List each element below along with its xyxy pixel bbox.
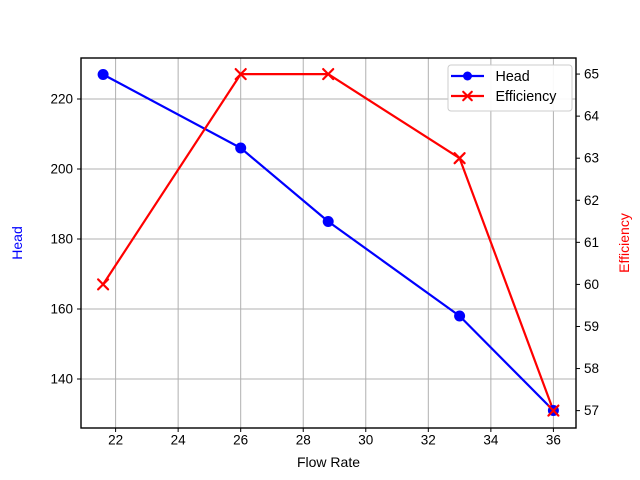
svg-text:Head: Head — [496, 69, 530, 85]
svg-text:30: 30 — [358, 433, 373, 448]
svg-text:26: 26 — [233, 433, 248, 448]
svg-text:61: 61 — [584, 235, 599, 250]
svg-text:65: 65 — [584, 67, 599, 82]
svg-text:59: 59 — [584, 319, 599, 334]
svg-text:32: 32 — [421, 433, 436, 448]
svg-text:22: 22 — [108, 433, 123, 448]
svg-text:60: 60 — [584, 277, 599, 292]
svg-text:200: 200 — [50, 162, 73, 177]
svg-text:57: 57 — [584, 403, 599, 418]
svg-text:24: 24 — [171, 433, 187, 448]
svg-text:62: 62 — [584, 193, 599, 208]
svg-text:64: 64 — [584, 109, 600, 124]
svg-text:34: 34 — [483, 433, 499, 448]
svg-text:Head: Head — [9, 226, 25, 259]
svg-text:28: 28 — [296, 433, 311, 448]
svg-text:160: 160 — [50, 302, 73, 317]
svg-text:140: 140 — [50, 372, 73, 387]
svg-text:Efficiency: Efficiency — [496, 89, 558, 105]
svg-text:63: 63 — [584, 151, 599, 166]
svg-text:Flow Rate: Flow Rate — [297, 454, 360, 470]
svg-text:36: 36 — [546, 433, 561, 448]
svg-text:Efficiency: Efficiency — [616, 213, 632, 273]
svg-text:180: 180 — [50, 232, 73, 247]
svg-text:58: 58 — [584, 361, 599, 376]
svg-text:220: 220 — [50, 92, 73, 107]
